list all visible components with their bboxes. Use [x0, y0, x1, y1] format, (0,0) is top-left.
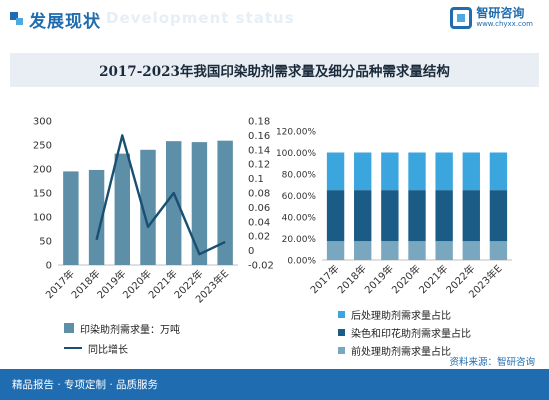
stacked-bar-segment — [408, 190, 426, 242]
stacked-bar-segment — [489, 152, 508, 191]
right-axis-tick-label: 0.12 — [248, 160, 270, 171]
legend-item-line: 同比增长 — [64, 338, 180, 358]
logo-icon — [450, 6, 473, 29]
left-axis-tick-label: 300 — [33, 117, 52, 128]
right-axis-tick-label: 0 — [248, 246, 254, 257]
stacked-bar-segment — [489, 241, 508, 260]
right-axis-tick-label: 0.14 — [248, 145, 270, 156]
stacked-x-axis-tick-label: 2021年 — [416, 262, 450, 296]
stacked-bar-segment — [462, 241, 480, 260]
demand-bar — [63, 171, 79, 265]
stacked-bar-segment — [354, 152, 372, 191]
chart-headline: 2017-2023年我国印染助剂需求量及细分品种需求量结构 — [10, 53, 539, 87]
stacked-bar-segment — [381, 241, 399, 260]
right-axis-tick-label: 0.16 — [248, 131, 270, 142]
stacked-bar-segment — [326, 190, 345, 242]
top-bar: 发展现状 Development status 智研咨询 www.chyxx.c… — [0, 0, 549, 42]
stacked-bar-segment — [354, 190, 372, 242]
demand-bar — [166, 141, 182, 265]
demand-bar — [191, 142, 208, 265]
right-axis-tick-label: 0.1 — [248, 174, 264, 185]
stacked-bar-segment — [435, 152, 453, 191]
left-axis-tick-label: 100 — [33, 213, 52, 224]
stacked-x-axis-tick-label: 2017年 — [307, 262, 341, 296]
legend-dye-label: 染色和印花助剂需求量占比 — [351, 328, 471, 340]
stacked-bar-segment — [462, 152, 480, 191]
legend-line-swatch — [64, 347, 82, 349]
stacked-bar-segment — [354, 241, 372, 260]
stacked-bar-segment — [326, 241, 345, 260]
stacked-x-axis-tick-label: 2018年 — [335, 262, 369, 296]
left-axis-tick-label: 150 — [33, 189, 52, 200]
yoy-growth-line — [95, 134, 226, 256]
demand-bar — [88, 169, 105, 265]
title-decoration-icon-2 — [16, 18, 23, 25]
left-axis-tick-label: 50 — [39, 237, 52, 248]
legend-item-post: 后处理助剂需求量占比 — [338, 305, 471, 323]
stacked-axis-tick-label: 80.00% — [282, 171, 317, 181]
stacked-axis-tick-label: 100.00% — [276, 149, 316, 159]
right-axis-tick-label: 0.08 — [248, 189, 270, 200]
right-axis-tick-label: 0.04 — [248, 217, 270, 228]
stacked-axis-tick-label: 60.00% — [282, 192, 317, 202]
stacked-bar-segment — [435, 241, 453, 260]
legend-item-pre: 前处理助剂需求量占比 — [338, 341, 471, 359]
stacked-axis-tick-label: 120.00% — [276, 128, 316, 138]
legend-left: 印染助剂需求量：万吨 同比增长 — [64, 318, 180, 358]
right-axis-tick-label: 0.02 — [248, 232, 270, 243]
right-axis-tick-label: -0.02 — [248, 261, 274, 272]
data-source: 资料来源：智研咨询 — [449, 357, 535, 368]
legend-post-swatch — [338, 310, 345, 318]
stacked-axis-tick-label: 0.00% — [287, 257, 316, 267]
demand-bar — [114, 153, 130, 265]
stacked-bar-segment — [489, 190, 508, 242]
legend-item-dye: 染色和印花助剂需求量占比 — [338, 323, 471, 341]
stacked-bar-segment — [381, 152, 399, 191]
legend-bar-label: 印染助剂需求量：万吨 — [80, 324, 180, 336]
legend-bar-swatch — [64, 323, 74, 333]
stacked-bar-segment — [408, 241, 426, 260]
legend-pre-swatch — [338, 346, 345, 354]
legend-dye-swatch — [338, 328, 345, 336]
stacked-x-axis-tick-label: 2020年 — [389, 262, 423, 296]
stacked-bar-segment — [408, 152, 426, 191]
logo-url: www.chyxx.com — [476, 20, 533, 28]
left-axis-tick-label: 200 — [33, 165, 52, 176]
stacked-axis-tick-label: 20.00% — [282, 235, 317, 245]
stacked-x-axis-tick-label: 2019年 — [362, 262, 396, 296]
footer-bar: 精品报告 · 专项定制 · 品质服务 — [0, 369, 549, 400]
legend-pre-label: 前处理助剂需求量占比 — [351, 346, 451, 358]
brand-logo: 智研咨询 www.chyxx.com — [450, 6, 533, 29]
footer-slogan: 精品报告 · 专项定制 · 品质服务 — [12, 379, 159, 391]
stacked-bar-segment — [381, 190, 399, 242]
stacked-bar-segment — [435, 190, 453, 242]
legend-right: 后处理助剂需求量占比 染色和印花助剂需求量占比 前处理助剂需求量占比 — [338, 305, 471, 359]
title-decoration-icon — [10, 12, 18, 20]
legend-item-bar: 印染助剂需求量：万吨 — [64, 318, 180, 338]
left-axis-tick-label: 0 — [46, 261, 52, 272]
stacked-axis-tick-label: 40.00% — [282, 214, 317, 224]
right-axis-tick-label: 0.06 — [248, 203, 270, 214]
stacked-bar-segment — [462, 190, 480, 242]
section-ghost-subtitle: Development status — [106, 9, 295, 27]
legend-post-label: 后处理助剂需求量占比 — [351, 310, 451, 322]
right-axis-tick-label: 0.18 — [248, 117, 270, 128]
stacked-bar-segment — [326, 152, 345, 191]
logo-name: 智研咨询 — [476, 6, 525, 20]
demand-bar — [217, 140, 233, 265]
demand-bar — [140, 149, 156, 265]
section-title: 发展现状 — [29, 12, 101, 32]
left-axis-tick-label: 250 — [33, 141, 52, 152]
legend-line-label: 同比增长 — [88, 344, 128, 356]
